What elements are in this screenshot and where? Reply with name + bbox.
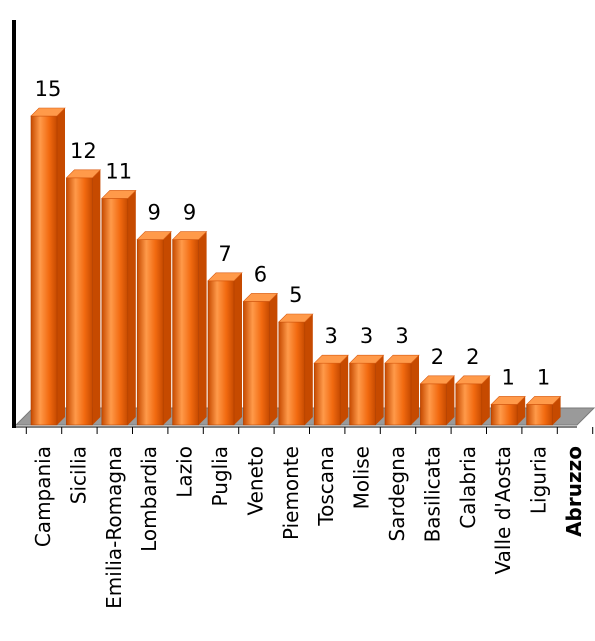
data-label: 1 bbox=[537, 365, 550, 389]
bar bbox=[243, 301, 270, 426]
data-label: 3 bbox=[395, 324, 408, 348]
x-tick-label: Liguria bbox=[527, 446, 551, 514]
bar-top bbox=[525, 396, 562, 405]
data-label: 7 bbox=[218, 242, 231, 266]
data-label: 3 bbox=[325, 324, 338, 348]
x-tick-label: Calabria bbox=[456, 446, 480, 529]
bar bbox=[136, 239, 164, 426]
bar-top bbox=[455, 375, 491, 385]
bar bbox=[207, 280, 235, 426]
bar-top bbox=[30, 107, 66, 117]
x-tick-label: Puglia bbox=[208, 446, 232, 506]
bar-top bbox=[171, 231, 208, 240]
data-label: 3 bbox=[360, 324, 373, 348]
data-label: 11 bbox=[105, 159, 132, 183]
x-tick-label: Campania bbox=[31, 446, 55, 547]
x-tick-label: Molise bbox=[350, 446, 374, 509]
bar bbox=[420, 383, 447, 426]
bar-side bbox=[57, 108, 65, 425]
data-label: 15 bbox=[35, 77, 62, 101]
bar bbox=[172, 239, 199, 426]
bar bbox=[278, 321, 306, 426]
bar bbox=[313, 362, 341, 426]
bar bbox=[349, 362, 376, 426]
x-tick-label: Abruzzo bbox=[562, 446, 586, 537]
x-tick-label: Lazio bbox=[173, 446, 197, 498]
x-tick-label: Sicilia bbox=[66, 446, 90, 504]
bar-top bbox=[101, 190, 137, 199]
data-label: 5 bbox=[289, 283, 302, 307]
x-tick-label: Lombardia bbox=[137, 446, 161, 552]
bar-side bbox=[163, 231, 172, 425]
bar-side bbox=[481, 375, 490, 425]
bar-side bbox=[269, 293, 278, 425]
bar-top bbox=[348, 354, 385, 364]
bar-top bbox=[313, 354, 349, 364]
bar-side bbox=[375, 355, 384, 425]
bar-side bbox=[198, 231, 207, 425]
bar-top bbox=[384, 354, 420, 364]
x-tick-label: Basilicata bbox=[420, 446, 444, 542]
x-tick-label: Toscana bbox=[314, 446, 338, 527]
x-tick-label: Piemonte bbox=[279, 446, 303, 540]
bar bbox=[384, 362, 412, 426]
bar-top bbox=[136, 231, 172, 240]
bar-top bbox=[278, 313, 314, 323]
bar-top bbox=[65, 169, 102, 179]
data-label: 6 bbox=[254, 262, 267, 286]
bar-side bbox=[92, 169, 101, 425]
bar bbox=[526, 404, 553, 426]
data-label: 2 bbox=[431, 345, 444, 369]
x-tick-label: Veneto bbox=[243, 446, 267, 516]
bar-side bbox=[340, 355, 349, 425]
x-tick-label: Valle d'Aosta bbox=[491, 446, 515, 574]
bar-side bbox=[552, 396, 561, 425]
bar-side bbox=[304, 314, 313, 425]
bar-side bbox=[411, 355, 419, 425]
x-tick-label: Sardegna bbox=[385, 446, 409, 541]
bar bbox=[101, 198, 129, 426]
bar-top bbox=[207, 272, 243, 282]
bar bbox=[490, 404, 518, 426]
bar-side bbox=[517, 396, 526, 425]
data-label: 2 bbox=[466, 345, 479, 369]
data-label: 9 bbox=[148, 201, 161, 225]
bar-side bbox=[234, 272, 242, 425]
bar-side bbox=[127, 190, 136, 425]
bar-top bbox=[242, 293, 279, 302]
bar bbox=[30, 115, 58, 426]
data-label: 9 bbox=[183, 201, 196, 225]
x-tick-label: Emilia-Romagna bbox=[102, 446, 126, 609]
bar-top bbox=[490, 396, 526, 405]
bar bbox=[66, 177, 93, 426]
data-label: 1 bbox=[502, 365, 515, 389]
data-label: 12 bbox=[70, 139, 97, 163]
bar-side bbox=[446, 375, 455, 425]
bar bbox=[455, 383, 483, 426]
bar-top bbox=[419, 375, 456, 385]
